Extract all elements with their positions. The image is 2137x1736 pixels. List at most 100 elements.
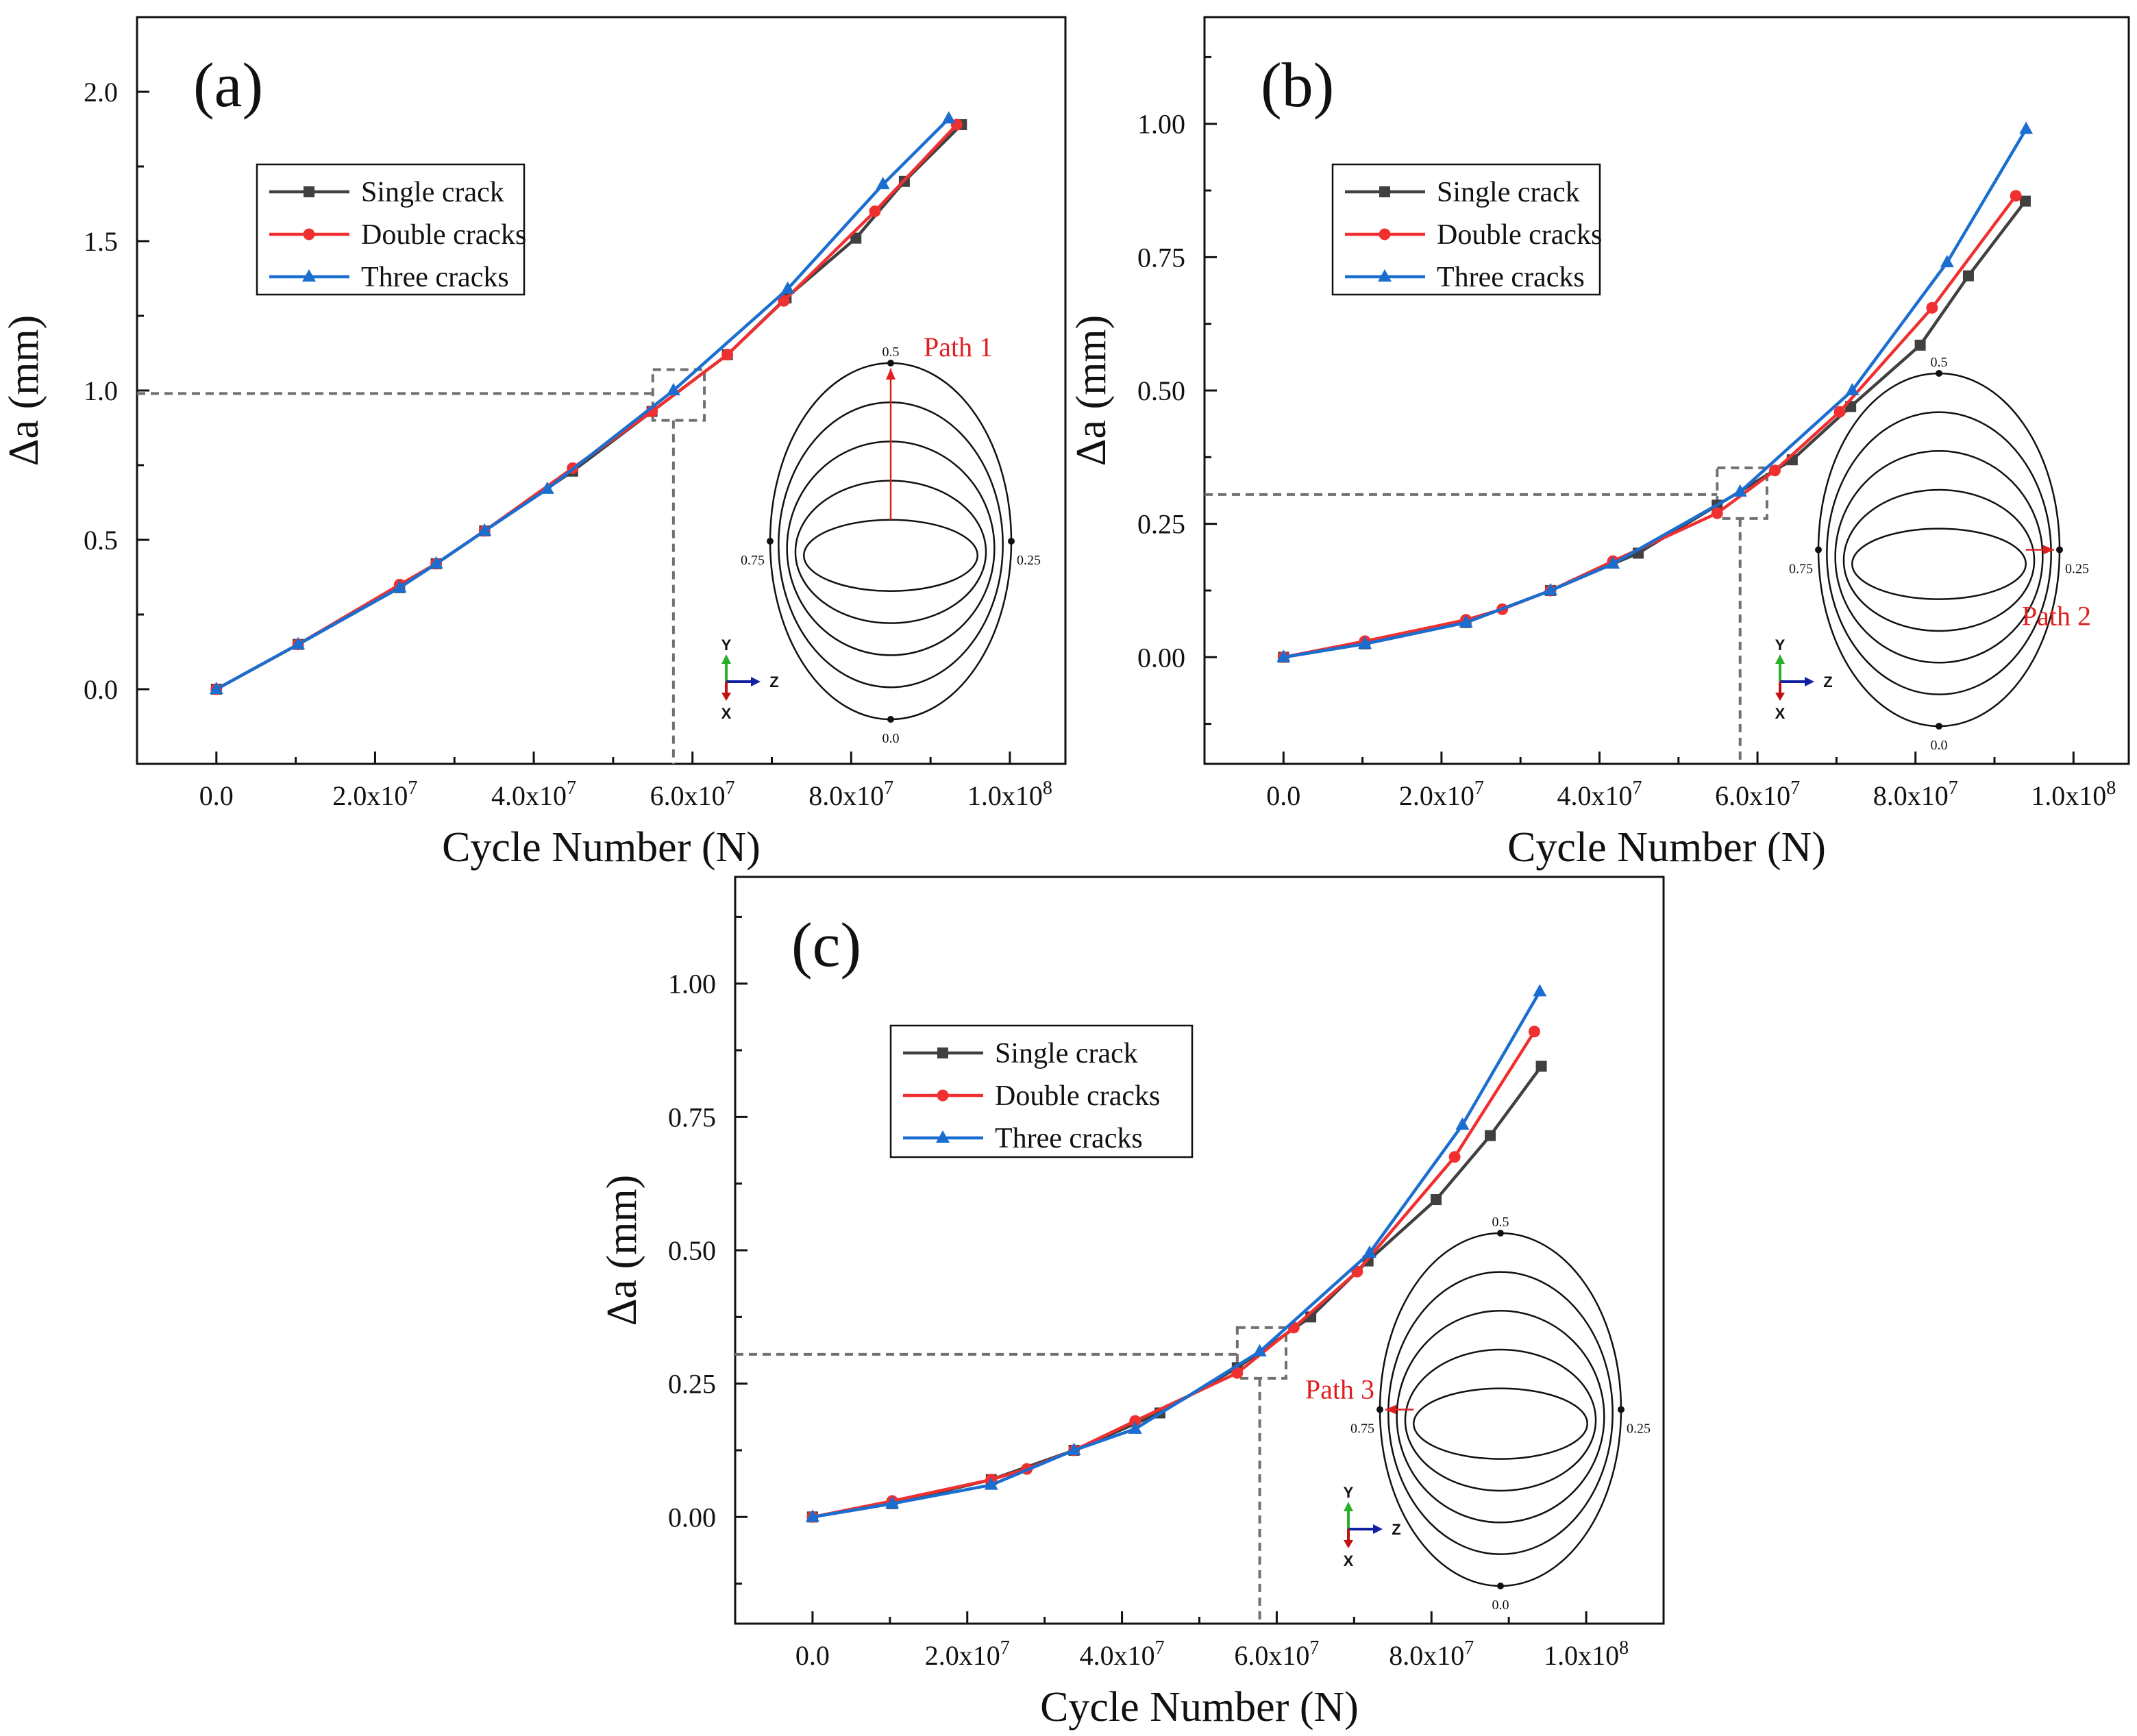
angle-marker <box>767 538 774 545</box>
path-arrow-head <box>1385 1404 1396 1415</box>
data-point-triangle <box>1362 1245 1376 1258</box>
triad-x-label: X <box>1775 705 1786 722</box>
data-point-triangle <box>1459 615 1473 628</box>
series-three-cracks <box>209 111 956 694</box>
legend-entry-label: Double cracks <box>1437 219 1602 251</box>
x-axis-title: Cycle Number (N) <box>442 824 761 871</box>
x-tick-label: 8.0x107 <box>1873 778 1958 811</box>
x-tick-exponent: 7 <box>567 778 576 799</box>
angle-label: 0.75 <box>741 553 765 568</box>
data-point-triangle <box>885 1496 900 1509</box>
x-tick-label: 0.0 <box>199 780 234 811</box>
legend: Single crack Double cracks Three cracks <box>1331 163 1602 296</box>
angle-label: 0.0 <box>1492 1598 1509 1613</box>
x-tick-label: 1.0x108 <box>2031 778 2116 811</box>
x-tick-exponent: 7 <box>1949 778 1958 799</box>
y-tick-label: 1.00 <box>1137 109 1185 140</box>
data-point-square <box>1431 1194 1442 1206</box>
triad-y-label: Y <box>1344 1484 1354 1501</box>
crack-front-ellipse <box>803 519 978 593</box>
data-point-circle <box>1448 1151 1461 1163</box>
data-point-triangle <box>936 1130 950 1143</box>
y-tick-label: 0.50 <box>1137 375 1185 406</box>
chart-panel-3: 0.0 2.0x107 4.0x107 6.0x107 8.0x107 1.0x108 0.… <box>599 876 1665 1731</box>
angle-label: 0.75 <box>1789 562 1813 577</box>
angle-marker <box>1618 1406 1625 1413</box>
x-tick-label: 2.0x107 <box>1399 778 1484 811</box>
y-tick-label: 0.0 <box>84 674 118 705</box>
x-tick-label: 4.0x107 <box>491 778 576 811</box>
path-label: Path 1 <box>924 332 993 362</box>
data-point-circle <box>937 1089 949 1102</box>
angle-label: 0.25 <box>1017 553 1041 568</box>
chart-panel-2: 0.0 2.0x107 4.0x107 6.0x107 8.0x107 1.0x108 0.… <box>1068 16 2130 871</box>
y-tick-label: 0.25 <box>1137 509 1185 540</box>
data-point-circle <box>1379 228 1391 240</box>
data-point-triangle <box>302 269 316 282</box>
y-tick-label: 2.0 <box>84 77 118 108</box>
legend-entry-label: Three cracks <box>361 262 509 293</box>
data-point-triangle <box>666 383 680 395</box>
crack-front-ellipse <box>1379 1232 1622 1587</box>
angle-label: 0.25 <box>1627 1422 1651 1437</box>
axis-triad: Y Z X <box>1344 1484 1401 1570</box>
data-point-circle <box>721 349 734 361</box>
chart-panel-1: 0.0 2.0x107 4.0x107 6.0x107 8.0x107 1.0x108 0.… <box>1 16 1067 871</box>
data-point-square <box>1379 186 1390 197</box>
data-point-triangle <box>1067 1442 1081 1455</box>
triad-z-arrow <box>1373 1524 1383 1534</box>
x-tick-label: 6.0x107 <box>650 778 735 811</box>
data-point-triangle <box>429 556 443 569</box>
data-point-triangle <box>1940 255 1954 268</box>
data-point-triangle <box>1378 269 1392 282</box>
angle-marker <box>1376 1406 1383 1413</box>
triad-x-label: X <box>721 705 732 722</box>
y-axis-title: Δa (mm) <box>1068 315 1115 467</box>
data-point-triangle <box>984 1477 998 1490</box>
x-tick-label: 2.0x107 <box>332 778 417 811</box>
x-tick-exponent: 7 <box>1474 778 1484 799</box>
x-tick-exponent: 8 <box>1619 1637 1629 1659</box>
data-point-square <box>2019 195 2031 207</box>
data-point-circle <box>1231 1367 1244 1379</box>
data-point-triangle <box>209 682 223 694</box>
angle-marker <box>1936 723 1942 730</box>
x-tick-label: 8.0x107 <box>1389 1637 1474 1671</box>
legend-box <box>256 163 526 296</box>
angle-label: 0.0 <box>1931 738 1948 753</box>
y-tick-label: 0.00 <box>668 1502 716 1533</box>
triad-y-arrow <box>1775 654 1785 664</box>
angle-label: 0.75 <box>1350 1422 1374 1437</box>
legend-entry-label: Three cracks <box>995 1123 1143 1154</box>
series-three-cracks <box>805 984 1547 1522</box>
x-tick-exponent: 7 <box>1464 1637 1474 1659</box>
triad-z-arrow <box>1805 677 1814 686</box>
x-tick-exponent: 7 <box>408 778 417 799</box>
data-point-circle <box>1711 507 1723 519</box>
data-point-circle <box>1768 464 1781 477</box>
x-tick-exponent: 8 <box>2106 778 2116 799</box>
triad-y-arrow <box>1344 1502 1353 1511</box>
crack-front-ellipse <box>1834 450 2044 664</box>
y-tick-label: 1.5 <box>84 226 118 257</box>
data-point-circle <box>1926 301 1938 314</box>
path-label: Path 3 <box>1305 1374 1374 1405</box>
angle-marker <box>1815 546 1822 554</box>
crack-front-ellipse <box>1826 411 2052 695</box>
angle-marker <box>1936 370 1942 377</box>
triad-z-label: Z <box>1823 673 1832 691</box>
data-point-square <box>1962 270 1974 282</box>
legend-entry-label: Three cracks <box>1437 262 1585 293</box>
data-point-triangle <box>2019 121 2034 134</box>
data-point-triangle <box>1276 649 1291 662</box>
legend-box <box>1331 163 1601 296</box>
x-tick-label: 4.0x107 <box>1080 1637 1165 1671</box>
x-tick-label: 0.0 <box>1266 780 1300 811</box>
data-point-circle <box>1129 1415 1141 1427</box>
angle-label: 0.5 <box>1492 1215 1509 1230</box>
crack-front-inset: 0.5 0.25 0.0 0.75 Path 1 <box>741 332 1041 746</box>
plot-frame <box>136 16 1067 765</box>
data-point-square <box>1914 339 1926 351</box>
triad-x-arrow <box>1775 693 1785 701</box>
